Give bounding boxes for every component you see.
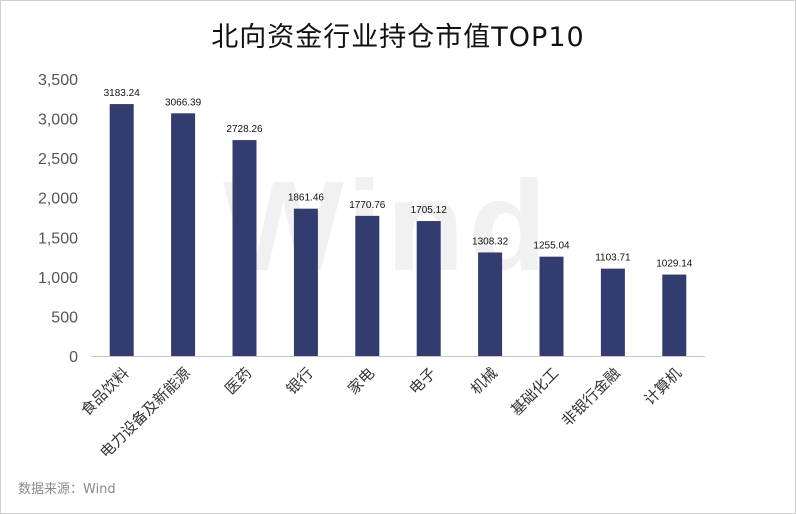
category-label: 机械 xyxy=(467,364,501,398)
category-label: 医药 xyxy=(221,364,255,398)
y-tick-label: 2,500 xyxy=(38,151,78,168)
bar xyxy=(109,104,134,356)
bar xyxy=(478,252,503,356)
bar xyxy=(171,113,196,356)
y-tick-label: 1,000 xyxy=(38,270,78,287)
category-label: 银行 xyxy=(283,364,317,398)
y-tick-label: 500 xyxy=(51,309,78,326)
y-tick-label: 3,500 xyxy=(38,72,78,89)
data-label: 3066.39 xyxy=(165,97,202,108)
bar xyxy=(355,215,380,356)
y-tick-label: 2,000 xyxy=(38,191,78,208)
bar xyxy=(293,208,318,356)
y-tick-label: 0 xyxy=(69,349,78,366)
category-label: 食品饮料 xyxy=(77,364,132,419)
category-label: 非银行金融 xyxy=(558,364,624,430)
category-label: 基础化工 xyxy=(507,364,562,419)
data-label: 1255.04 xyxy=(533,241,570,252)
chart-title: 北向资金行业持仓市值TOP10 xyxy=(211,22,585,53)
y-tick-label: 1,500 xyxy=(38,230,78,247)
data-label: 1029.14 xyxy=(656,259,693,270)
category-label: 电子 xyxy=(406,364,440,398)
y-tick-label: 3,000 xyxy=(38,112,78,129)
data-label: 1861.46 xyxy=(288,193,325,204)
data-label: 1705.12 xyxy=(411,205,448,216)
source-note: 数据来源：Wind xyxy=(18,482,116,497)
data-label: 1103.71 xyxy=(595,253,631,264)
bar xyxy=(539,256,564,356)
bar xyxy=(600,268,625,356)
data-label: 3183.24 xyxy=(104,88,141,99)
data-label: 1308.32 xyxy=(472,236,509,247)
data-label: 2728.26 xyxy=(226,124,263,135)
bar xyxy=(662,274,687,356)
bar xyxy=(232,140,257,356)
category-label: 家电 xyxy=(344,364,378,398)
data-label: 1770.76 xyxy=(349,200,386,211)
category-label: 计算机 xyxy=(641,364,686,409)
bar xyxy=(416,221,441,356)
